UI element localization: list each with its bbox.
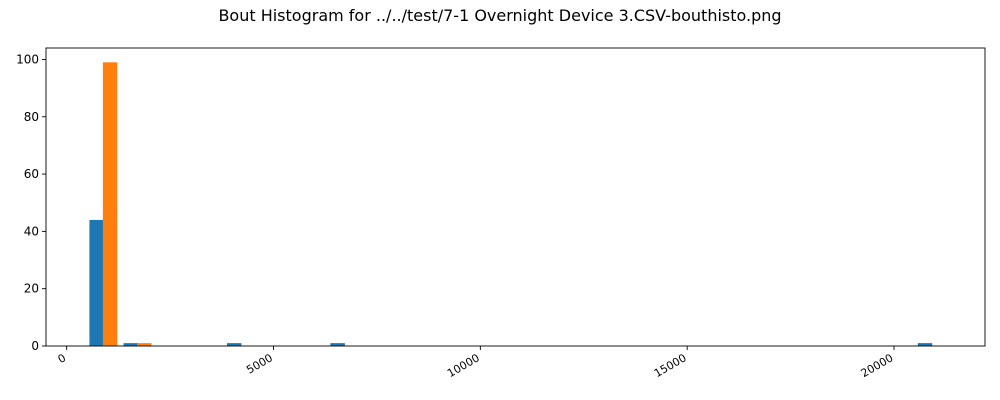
y-tick-label-20: 20 [24, 282, 39, 296]
y-tick-label-40: 40 [24, 224, 39, 238]
bar-s0-1 [123, 343, 139, 346]
y-tick-label-100: 100 [16, 52, 39, 66]
x-tick-label-15000: 15000 [652, 351, 689, 380]
y-tick-label-0: 0 [31, 339, 39, 353]
bar-s1-1 [137, 343, 152, 346]
x-tick-label-10000: 10000 [445, 351, 482, 380]
bar-s0-0 [89, 219, 104, 346]
x-tick-label-20000: 20000 [859, 351, 896, 380]
y-tick-label-60: 60 [24, 167, 39, 181]
chart-title: Bout Histogram for ../../test/7-1 Overni… [218, 6, 782, 25]
bar-s1-0 [102, 62, 118, 346]
x-tick-label-5000: 5000 [244, 351, 275, 376]
x-tick-label-0: 0 [56, 351, 69, 366]
bar-s0-2 [226, 343, 242, 346]
bar-s0-4 [917, 343, 933, 346]
y-tick-label-80: 80 [24, 110, 39, 124]
bar-s0-3 [330, 343, 345, 346]
axes-frame [45, 47, 986, 347]
